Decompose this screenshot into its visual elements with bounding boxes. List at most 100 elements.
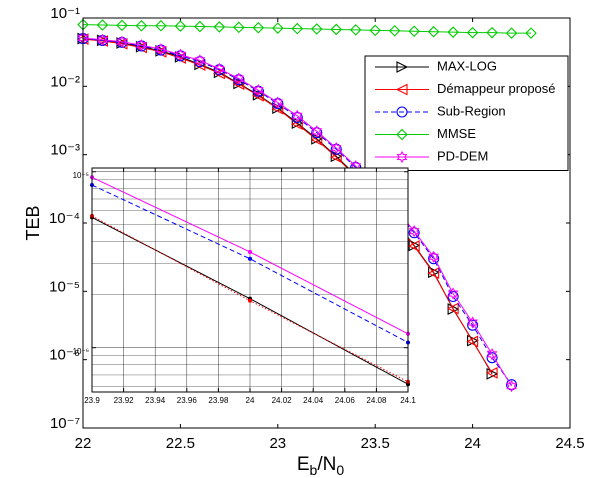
x-tick-label: 23.92 xyxy=(114,396,135,405)
marker xyxy=(311,127,323,139)
y-tick-label: 10⁻³ xyxy=(50,142,80,159)
marker xyxy=(467,334,479,347)
marker xyxy=(486,352,498,364)
marker xyxy=(486,367,499,380)
marker xyxy=(506,380,517,393)
x-tick-label: 22 xyxy=(75,435,92,452)
x-axis-label-part: b xyxy=(310,462,318,478)
marker xyxy=(505,27,518,39)
y-tick-label: 10⁻⁴ xyxy=(49,210,80,227)
marker xyxy=(291,22,304,35)
marker xyxy=(428,253,440,265)
marker xyxy=(155,43,167,56)
x-tick-label: 23.5 xyxy=(361,435,390,452)
marker xyxy=(396,150,408,164)
marker xyxy=(155,19,167,32)
marker xyxy=(194,54,206,67)
marker xyxy=(233,72,245,85)
x-axis-label-part: E xyxy=(297,454,310,475)
marker xyxy=(194,20,206,33)
marker xyxy=(408,227,420,239)
marker xyxy=(116,19,128,32)
marker xyxy=(395,83,408,96)
y-tick-label: 10⁻⁶ xyxy=(73,347,89,356)
x-tick-label: 23 xyxy=(269,435,286,452)
marker xyxy=(525,27,537,39)
x-tick-label: 24.1 xyxy=(400,396,416,405)
series-line xyxy=(82,24,532,34)
plot-frame xyxy=(91,167,409,393)
x-tick-label: 24 xyxy=(246,396,255,405)
marker xyxy=(396,106,408,118)
marker xyxy=(485,367,498,379)
marker xyxy=(292,109,303,122)
x-axis-label-part: 0 xyxy=(336,462,344,478)
y-tick-label: 10⁻¹ xyxy=(50,5,80,22)
marker xyxy=(427,267,440,279)
marker xyxy=(214,62,225,75)
marker xyxy=(506,379,518,391)
marker xyxy=(194,56,206,68)
marker xyxy=(447,26,459,38)
x-tick-label: 23.98 xyxy=(208,396,229,405)
marker xyxy=(349,24,362,36)
y-tick-label: 10⁻⁶ xyxy=(49,347,80,364)
x-tick-label: 24.04 xyxy=(303,396,324,405)
x-axis-label-part: /N xyxy=(317,454,336,475)
y-tick-label: 10⁻⁵ xyxy=(49,278,80,295)
marker xyxy=(330,141,342,155)
marker xyxy=(369,24,381,37)
series-line xyxy=(82,37,512,387)
marker xyxy=(233,21,245,34)
marker xyxy=(271,102,284,115)
marker xyxy=(396,61,409,73)
x-tick-label: 23.94 xyxy=(145,396,166,405)
marker xyxy=(247,249,253,255)
x-tick-label: 23.9 xyxy=(84,396,100,405)
marker xyxy=(175,48,186,61)
marker xyxy=(193,59,206,71)
marker xyxy=(310,23,323,35)
marker xyxy=(311,125,323,138)
marker xyxy=(232,78,245,90)
marker xyxy=(272,96,284,109)
x-tick-label: 24.5 xyxy=(555,435,584,452)
series-line xyxy=(82,38,493,374)
y-tick-label: 10⁻⁷ xyxy=(50,415,80,432)
marker xyxy=(330,23,343,36)
marker xyxy=(407,240,420,252)
marker xyxy=(408,25,420,38)
marker xyxy=(486,26,498,39)
marker xyxy=(428,250,439,263)
marker xyxy=(252,88,265,101)
marker xyxy=(253,84,264,97)
marker xyxy=(486,348,498,361)
marker xyxy=(467,316,478,329)
series-line xyxy=(91,184,409,343)
marker xyxy=(396,128,408,141)
marker xyxy=(233,74,245,86)
marker xyxy=(97,33,108,46)
x-tick-label: 24.08 xyxy=(366,396,387,405)
y-axis-label: TEB xyxy=(23,205,43,240)
marker xyxy=(466,26,479,39)
marker xyxy=(466,335,479,348)
legend-label: MMSE xyxy=(437,126,476,141)
x-tick-label: 24.02 xyxy=(272,396,293,405)
marker xyxy=(291,111,303,124)
marker xyxy=(96,19,109,31)
marker xyxy=(447,287,459,300)
marker xyxy=(247,298,253,303)
legend-label: Démappeur proposé xyxy=(437,81,556,96)
marker xyxy=(408,239,421,252)
marker xyxy=(252,21,265,34)
marker xyxy=(174,20,187,32)
marker xyxy=(428,266,440,279)
x-tick-label: 22.5 xyxy=(166,435,195,452)
marker xyxy=(252,89,264,102)
legend-label: MAX-LOG xyxy=(437,58,497,73)
marker xyxy=(408,225,420,238)
legend-label: Sub-Region xyxy=(437,103,506,118)
